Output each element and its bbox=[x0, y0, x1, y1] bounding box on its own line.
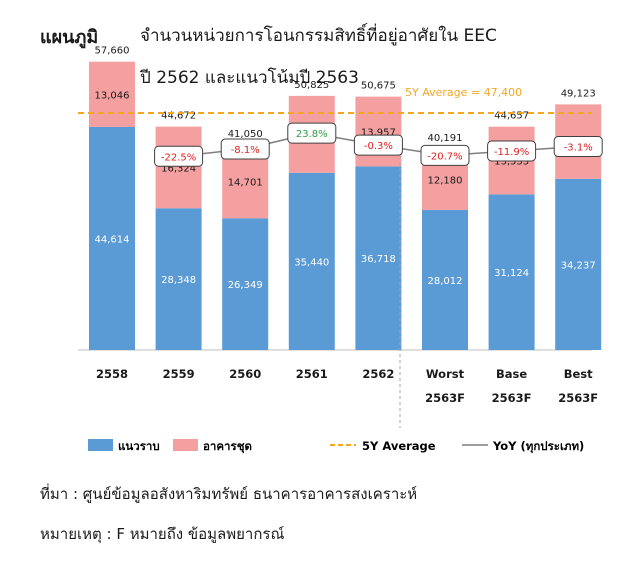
data-label: 13,046 bbox=[95, 90, 130, 101]
data-label: 14,701 bbox=[228, 178, 263, 189]
legend-swatch-condo bbox=[173, 439, 198, 451]
yoy-label: -3.1% bbox=[564, 143, 593, 154]
bar-segment-1-lowrise bbox=[155, 208, 202, 350]
total-label: 44,672 bbox=[161, 111, 196, 122]
x-tick-label: 2562 bbox=[362, 367, 394, 381]
yoy-box bbox=[487, 140, 537, 162]
yoy-box bbox=[154, 145, 204, 167]
x-tick-label: 2563F bbox=[425, 391, 465, 405]
data-label: 13,533 bbox=[494, 157, 529, 168]
data-label: 35,440 bbox=[294, 257, 329, 268]
x-tick-label: 2559 bbox=[163, 367, 195, 381]
x-tick-label: 2561 bbox=[296, 367, 328, 381]
total-label: 49,123 bbox=[561, 88, 596, 99]
bar-segment-6-lowrise bbox=[488, 194, 535, 350]
data-label: 34,237 bbox=[561, 260, 596, 271]
yoy-box bbox=[420, 144, 470, 166]
x-tick-label: Base bbox=[496, 367, 527, 381]
bar-segment-0-condo bbox=[89, 61, 135, 127]
x-tick-label: 2563F bbox=[558, 391, 598, 405]
x-tick-label: 2560 bbox=[229, 367, 261, 381]
data-label: 28,348 bbox=[161, 275, 196, 286]
yoy-box bbox=[353, 134, 403, 156]
total-label: 44,657 bbox=[494, 111, 529, 122]
average-label: 5Y Average = 47,400 bbox=[405, 86, 522, 99]
bar-segment-1-condo bbox=[155, 126, 202, 209]
yoy-label: -22.5% bbox=[161, 152, 196, 163]
data-label: 26,349 bbox=[228, 280, 263, 291]
total-label: 40,191 bbox=[428, 133, 463, 144]
yoy-label: -8.1% bbox=[231, 145, 260, 156]
remark-note: หมายเหตุ : F หมายถึง ข้อมูลพยากรณ์ bbox=[40, 525, 285, 543]
x-tick-label: Best bbox=[564, 367, 593, 381]
legend-label: 5Y Average bbox=[362, 439, 436, 453]
stacked-bar-chart: 44,614 13,046 57,660 2558 28,348 16,324 44,672… bbox=[78, 46, 603, 454]
total-label: 50,825 bbox=[294, 80, 329, 91]
chart-title-line-2: ปี 2562 และแนวโน้มปี 2563 bbox=[140, 68, 359, 88]
bar-segment-5-lowrise bbox=[422, 209, 468, 350]
data-label: 44,614 bbox=[95, 234, 130, 245]
yoy-box bbox=[287, 122, 337, 144]
total-label: 41,050 bbox=[228, 129, 263, 140]
data-label: 16,324 bbox=[161, 163, 196, 174]
yoy-label: -20.7% bbox=[427, 151, 462, 162]
data-label: 13,957 bbox=[361, 128, 396, 139]
total-label: 57,660 bbox=[95, 46, 130, 57]
bar-segment-2-lowrise bbox=[222, 218, 269, 350]
yoy-box bbox=[220, 138, 270, 160]
legend-label: อาคารชุด bbox=[203, 439, 252, 454]
yoy-label: -11.9% bbox=[494, 147, 529, 158]
yoy-label: 23.8% bbox=[296, 129, 328, 140]
data-label: 12,180 bbox=[428, 175, 463, 186]
yoy-label: -0.3% bbox=[364, 141, 393, 152]
x-tick-label: 2563F bbox=[492, 391, 532, 405]
source-note: ที่มา : ศูนย์ข้อมูลอสังหาริมทรัพย์ ธนาคา… bbox=[40, 485, 418, 503]
bar-segment-7-lowrise bbox=[555, 178, 602, 350]
legend-label: YoY (ทุกประเภท) bbox=[492, 439, 584, 454]
legend-swatch-lowrise bbox=[88, 439, 113, 451]
total-label: 50,675 bbox=[361, 81, 396, 92]
chart-label: แผนภูมิ bbox=[40, 27, 99, 48]
x-tick-label: Worst bbox=[426, 367, 465, 381]
bar-segment-4-lowrise bbox=[355, 166, 402, 350]
data-label: 36,718 bbox=[361, 254, 396, 265]
legend-label: แนวราบ bbox=[118, 439, 160, 453]
chart-title-line-1: จำนวนหน่วยการโอนกรรมสิทธิ์ที่อยู่อาศัยใน… bbox=[140, 26, 497, 46]
data-label: 31,124 bbox=[494, 268, 529, 279]
data-label: 28,012 bbox=[428, 276, 463, 287]
x-tick-label: 2558 bbox=[96, 367, 128, 381]
yoy-box bbox=[553, 136, 603, 158]
bar-segment-0-lowrise bbox=[89, 126, 135, 351]
bar-segment-3-lowrise bbox=[288, 172, 335, 350]
